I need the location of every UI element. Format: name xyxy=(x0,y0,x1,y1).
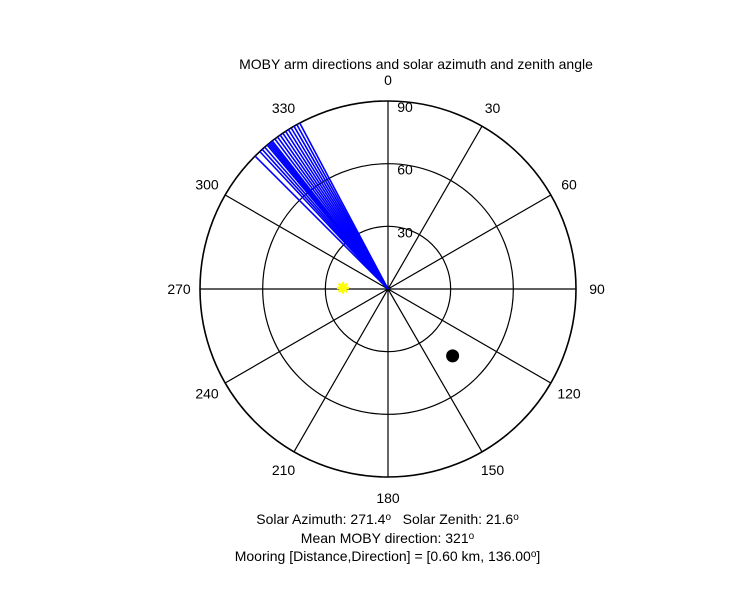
degree-symbol: o xyxy=(530,549,537,560)
angle-tick-label: 0 xyxy=(384,72,392,88)
angle-tick-label: 90 xyxy=(589,281,605,297)
angle-tick-label: 270 xyxy=(167,281,191,297)
moby-arm-line xyxy=(299,122,389,290)
chart-title: MOBY arm directions and solar azimuth an… xyxy=(239,56,593,72)
moby-arm-line xyxy=(254,155,389,290)
solar-caption: Solar Azimuth: 271.4o Solar Zenith: 21.6… xyxy=(0,508,750,529)
solar-zenith-text: Solar Zenith: 21.6 xyxy=(402,511,514,527)
solar-point xyxy=(336,281,349,294)
angle-tick-label: 30 xyxy=(485,100,501,116)
mean-moby-caption: Mean MOBY direction: 321o xyxy=(300,530,475,546)
angle-tick-label: 150 xyxy=(481,462,505,478)
angle-tick-label: 330 xyxy=(272,100,296,116)
mooring-point xyxy=(446,349,460,363)
radial-tick-label: 90 xyxy=(397,99,413,115)
angle-tick-label: 120 xyxy=(557,386,581,402)
angle-tick-label: 210 xyxy=(272,462,296,478)
radial-tick-label: 30 xyxy=(397,224,413,240)
degree-symbol: o xyxy=(468,531,475,542)
angle-tick-label: 300 xyxy=(195,177,219,193)
angle-tick-label: 240 xyxy=(195,386,219,402)
degree-symbol: o xyxy=(385,512,391,523)
mooring-caption: Mooring [Distance,Direction] = [0.60 km,… xyxy=(234,548,541,564)
radial-tick-label: 60 xyxy=(397,162,413,178)
angle-tick-label: 60 xyxy=(561,177,577,193)
angle-tick-label: 180 xyxy=(376,490,400,506)
degree-symbol: o xyxy=(513,512,519,523)
series-layer xyxy=(254,122,460,363)
solar-azimuth-text: Solar Azimuth: 271.4 xyxy=(256,511,386,527)
tick-labels: 0 30 60 90 120 150 180 210 240 270 300 330 30 60 90 xyxy=(167,72,605,506)
